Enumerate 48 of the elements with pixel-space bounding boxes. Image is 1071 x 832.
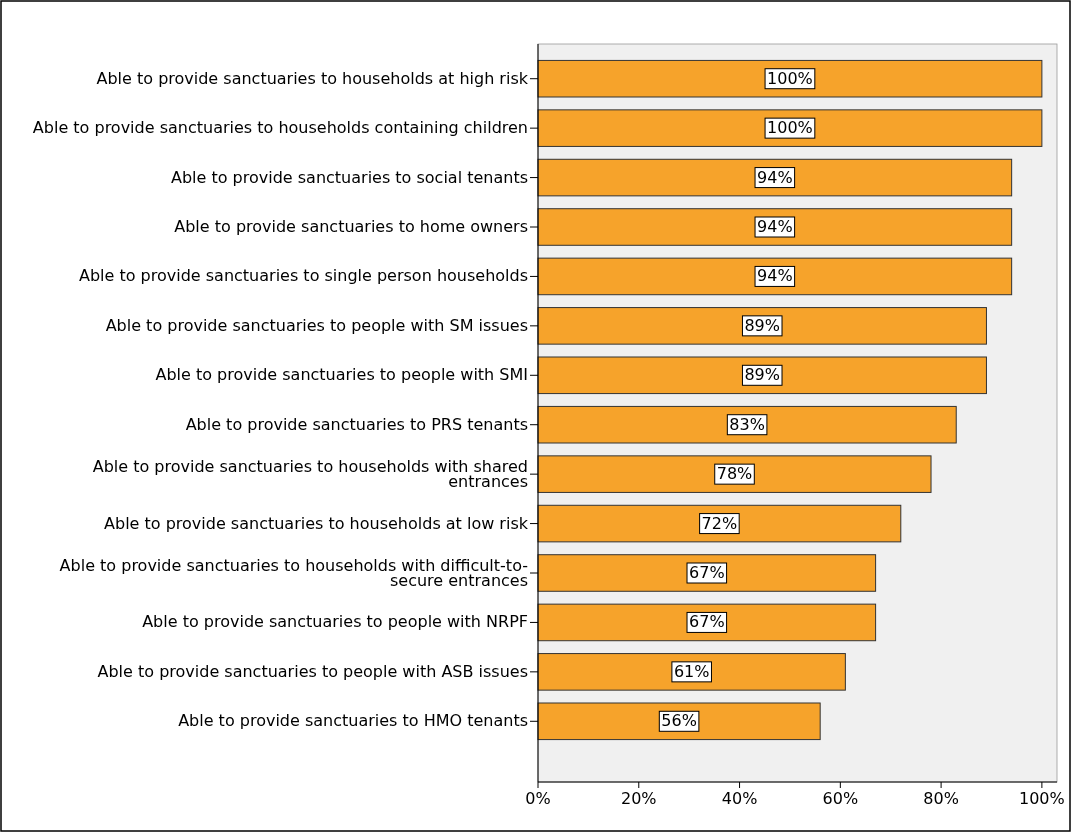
bar (537, 307, 987, 345)
y-tick-label: Able to provide sanctuaries to people with SMI (155, 365, 528, 385)
data-label: 100% (767, 118, 813, 138)
x-tick-label: 60% (822, 789, 859, 808)
y-tick-label: Able to provide sanctuaries to PRS tenants (185, 414, 528, 434)
y-tick-label: Able to provide sanctuaries to social tenants (170, 167, 528, 187)
y-tick-label: Able to provide sanctuaries to households at high risk (96, 68, 529, 88)
y-tick-label: Able to provide sanctuaries to households at low risk (104, 513, 529, 533)
bar (537, 59, 1043, 98)
data-label: 56% (661, 711, 697, 731)
bar (537, 257, 1013, 296)
data-label: 100% (767, 68, 813, 88)
x-tick-label: 40% (721, 789, 758, 808)
y-tick-label: Able to provide sanctuaries to households with shared entrances (92, 457, 528, 492)
data-label: 67% (689, 612, 725, 632)
data-label: 67% (689, 563, 725, 582)
bar (537, 208, 1013, 246)
bar (537, 554, 877, 592)
data-label: 94% (757, 266, 793, 286)
data-label: 72% (701, 513, 738, 533)
data-label: 89% (744, 315, 781, 335)
bar (537, 504, 902, 543)
data-label: 94% (757, 167, 793, 187)
bar (537, 455, 932, 493)
data-label: 89% (744, 365, 781, 385)
y-tick-label: Able to provide sanctuaries to people with NRPF (142, 612, 528, 632)
bar (537, 603, 877, 642)
x-tick-label: 20% (621, 789, 657, 808)
data-label: 94% (757, 217, 793, 236)
bar (537, 653, 846, 691)
y-tick-label: Able to provide sanctuaries to people with SM issues (105, 315, 528, 335)
bar (537, 158, 1013, 197)
y-tick-label: Able to provide sanctuaries to households with difficult-to-secure entrances (59, 556, 528, 590)
x-tick-label: 0% (525, 789, 551, 808)
bar (537, 702, 821, 741)
y-tick-label: Able to provide sanctuaries to HMO tenants (178, 711, 528, 731)
bar (537, 109, 1043, 147)
data-label: 83% (729, 414, 765, 434)
y-tick-label: Able to provide sanctuaries to home owners (174, 217, 528, 236)
data-label: 78% (716, 464, 753, 484)
bar (537, 405, 957, 444)
y-tick-label: Able to provide sanctuaries to single person households (78, 266, 528, 286)
x-tick-label: 80% (923, 789, 959, 808)
y-tick-label: Able to provide sanctuaries to people with ASB issues (97, 661, 528, 681)
data-label: 61% (673, 661, 710, 681)
bar (537, 356, 987, 395)
y-tick-label: Able to provide sanctuaries to households containing children (32, 118, 528, 138)
x-tick-label: 100% (1019, 789, 1065, 808)
